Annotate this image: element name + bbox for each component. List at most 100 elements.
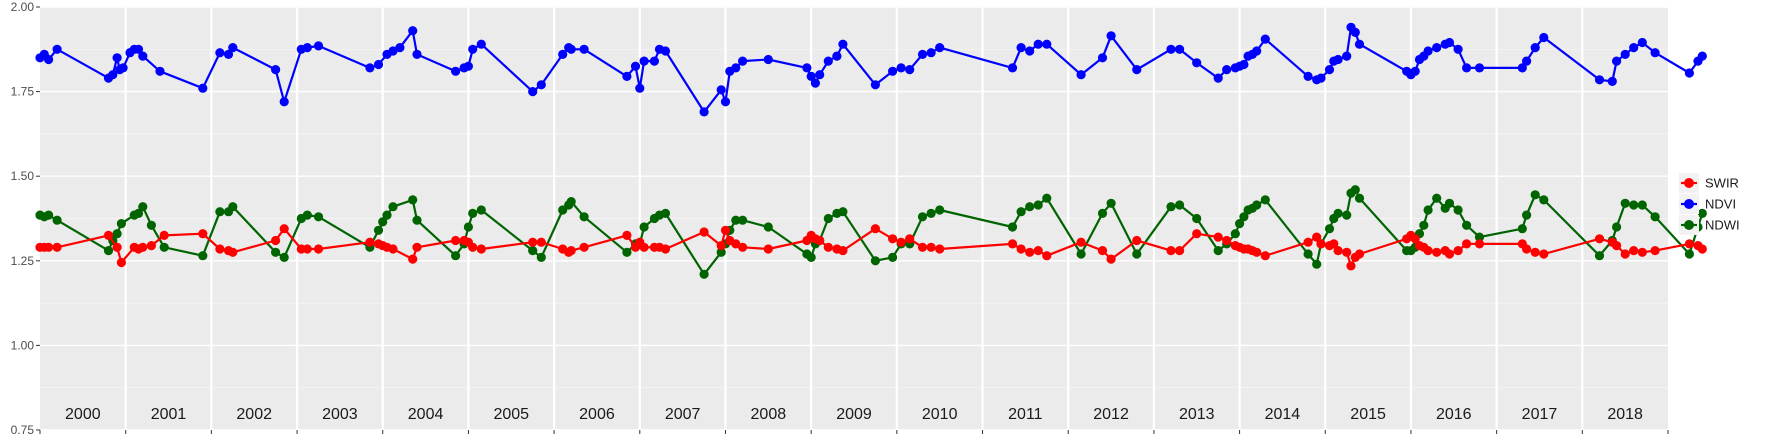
data-point-ndwi [133, 208, 144, 218]
data-point-ndwi [1419, 220, 1429, 230]
data-point-ndwi [838, 207, 848, 217]
data-point-ndvi [1025, 46, 1035, 56]
data-point-swir [146, 241, 156, 251]
data-point-swir [1432, 247, 1442, 257]
legend-item-swir: SWIR [1679, 173, 1739, 193]
data-point-swir [279, 224, 289, 234]
data-point-swir [313, 244, 324, 254]
data-point-ndwi [622, 247, 632, 257]
data-point-ndvi [44, 54, 54, 65]
data-point-ndwi [1132, 249, 1142, 259]
year-label-2013: 2013 [1179, 406, 1215, 423]
series-swir [35, 224, 1707, 271]
data-point-ndwi [228, 202, 238, 212]
data-point-swir [1222, 235, 1232, 246]
data-point-ndvi [888, 66, 898, 76]
data-point-ndvi [630, 61, 641, 71]
data-point-ndwi [1042, 193, 1052, 203]
data-point-ndwi [1324, 224, 1335, 234]
data-point-ndvi [926, 48, 936, 58]
legend-label: NDVI [1705, 197, 1736, 212]
data-point-ndwi [271, 247, 281, 257]
year-label-2003: 2003 [322, 406, 358, 423]
data-point-ndwi [302, 210, 312, 220]
y-tick-label: 0.75 [11, 423, 35, 437]
data-point-ndwi [660, 208, 671, 218]
data-point-ndvi [1444, 37, 1455, 48]
year-labels: 2000 2001 2002 2003 2004 2005 2006 2007 2008 2009… [65, 406, 1643, 423]
data-point-swir [536, 237, 546, 247]
data-point-ndvi [1213, 73, 1223, 83]
data-point-ndvi [1522, 56, 1532, 66]
data-point-swir [1076, 237, 1086, 247]
y-tick-label: 1.25 [11, 254, 35, 268]
data-point-ndwi [1106, 198, 1116, 208]
year-label-2005: 2005 [493, 406, 529, 423]
data-point-ndwi [382, 210, 392, 220]
data-point-swir [731, 239, 741, 249]
data-point-ndwi [1539, 195, 1549, 205]
data-point-swir [917, 242, 928, 252]
data-point-ndvi [528, 87, 538, 97]
legend-key-point [1684, 178, 1694, 188]
data-point-swir [823, 242, 833, 252]
year-label-2008: 2008 [751, 406, 787, 423]
year-label-2018: 2018 [1607, 406, 1643, 423]
data-point-swir [388, 244, 398, 254]
data-point-swir [528, 237, 538, 247]
data-point-ndvi [558, 49, 568, 60]
data-point-ndvi [579, 44, 589, 54]
data-point-ndwi [1629, 200, 1639, 210]
data-point-swir [1260, 251, 1270, 261]
data-point-swir [1354, 249, 1365, 259]
data-point-ndvi [302, 43, 312, 53]
data-point-ndwi [1252, 200, 1262, 210]
data-point-ndwi [476, 205, 486, 215]
legend-item-ndwi: NDWI [1679, 215, 1740, 235]
year-label-2006: 2006 [579, 406, 615, 423]
data-point-ndvi [1629, 43, 1639, 53]
data-point-ndwi [1612, 222, 1622, 232]
data-point-swir [905, 234, 915, 244]
data-point-ndvi [1607, 76, 1617, 86]
data-point-ndvi [468, 44, 478, 54]
data-point-ndvi [1333, 54, 1343, 65]
data-point-ndvi [1517, 63, 1527, 73]
data-point-ndvi [228, 43, 238, 53]
data-point-swir [302, 244, 312, 254]
data-point-ndvi [1033, 39, 1043, 49]
data-point-swir [44, 242, 54, 252]
data-point-ndvi [1350, 27, 1360, 37]
data-point-swir [1530, 247, 1540, 257]
data-point-ndwi [103, 246, 114, 256]
data-point-ndvi [1076, 70, 1086, 80]
data-point-swir [1474, 239, 1485, 249]
data-point-ndvi [412, 49, 422, 60]
data-point-ndvi [536, 80, 546, 90]
data-point-ndvi [313, 41, 324, 51]
legend-key-point [1684, 220, 1694, 230]
data-point-swir [1637, 247, 1647, 257]
x-axis [39, 430, 1669, 434]
data-point-ndvi [649, 56, 660, 66]
data-point-ndwi [716, 247, 726, 257]
data-point-ndwi [1303, 249, 1313, 259]
data-point-ndwi [1239, 212, 1249, 222]
data-point-swir [1192, 229, 1202, 239]
data-point-swir [159, 230, 169, 240]
data-point-ndvi [138, 51, 148, 61]
data-point-ndvi [660, 46, 671, 56]
data-point-ndwi [1350, 185, 1360, 195]
data-point-ndwi [888, 252, 898, 262]
data-point-swir [1132, 235, 1142, 246]
data-point-swir [412, 242, 422, 252]
data-point-ndvi [917, 49, 928, 60]
data-point-ndvi [1474, 63, 1485, 73]
data-point-ndvi [622, 71, 632, 81]
data-point-ndvi [1166, 44, 1176, 54]
data-point-ndvi [112, 53, 122, 63]
data-point-ndvi [395, 43, 405, 53]
data-point-swir [468, 242, 478, 252]
data-point-ndwi [1033, 200, 1043, 210]
